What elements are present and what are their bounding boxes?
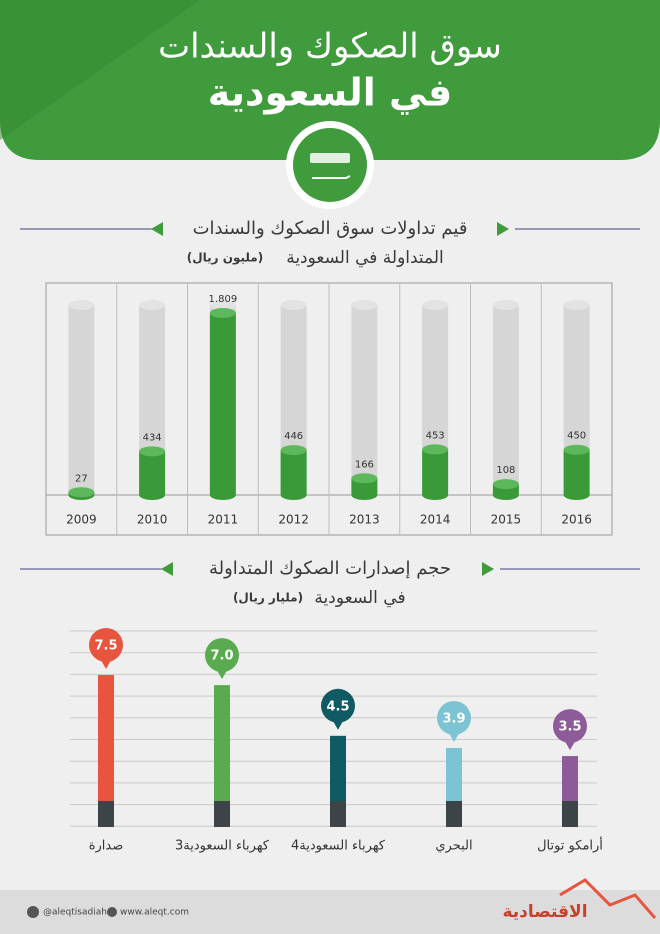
track-cap — [492, 300, 519, 310]
bar — [98, 675, 114, 827]
bar-foot — [330, 801, 346, 827]
bar-cap — [68, 487, 95, 498]
bar-bottom — [563, 490, 590, 500]
x-tick-label: البحري — [435, 839, 472, 854]
bar-cap — [492, 479, 519, 490]
callout — [89, 628, 123, 662]
heading-arrow — [161, 562, 173, 576]
logo-line — [559, 878, 657, 919]
bar — [563, 449, 590, 495]
chart-subtitle: المتداولة في السعودية — [286, 248, 444, 268]
track — [492, 305, 519, 495]
footer-twitter: @aleqtisadiah — [43, 908, 107, 918]
header-title: سوق الصكوك والسندات — [158, 27, 502, 67]
x-tick-label: 2010 — [137, 513, 168, 527]
bar-cap — [563, 444, 590, 455]
bar-foot — [214, 801, 230, 827]
x-tick-label: أرامكو توتال — [537, 837, 603, 854]
bar-cap — [280, 445, 307, 456]
value-label: 1.809 — [209, 294, 238, 305]
value-label: 446 — [284, 431, 303, 442]
bar-cap — [351, 473, 378, 484]
chart-subtitle: في السعودية — [314, 588, 405, 608]
bar-bottom — [280, 490, 307, 500]
value-label: 108 — [496, 465, 515, 476]
footer-website: www.aleqt.com — [120, 908, 189, 918]
bar — [492, 484, 519, 495]
bar — [214, 685, 230, 827]
value-label: 166 — [355, 459, 374, 470]
bar — [139, 451, 166, 495]
track-cap — [68, 300, 95, 310]
track — [351, 305, 378, 495]
value-label: 3.5 — [558, 720, 581, 735]
callout — [437, 700, 471, 735]
track-cap — [563, 300, 590, 310]
flag-inscription — [310, 153, 350, 163]
web-icon — [107, 907, 117, 917]
x-tick-label: 2009 — [66, 513, 97, 527]
bar-cap — [139, 446, 166, 457]
bar-bottom — [139, 490, 166, 500]
bar-bottom — [492, 490, 519, 500]
bar-foot — [562, 801, 578, 827]
bar-foot — [446, 801, 462, 827]
callout — [321, 688, 355, 723]
value-label: 4.5 — [326, 699, 349, 714]
track-cap — [351, 300, 378, 310]
track-cap — [422, 300, 449, 310]
heading-arrow — [482, 562, 494, 576]
value-label: 434 — [143, 432, 162, 443]
callout — [205, 638, 239, 673]
x-tick-label: كهرباء السعودية4 — [291, 839, 386, 854]
value-label: 3.9 — [442, 711, 465, 726]
twitter-icon — [27, 906, 39, 918]
x-tick-label: 2011 — [208, 513, 239, 527]
callout — [553, 709, 587, 744]
bar-bottom — [351, 490, 378, 500]
bar-cap — [422, 444, 449, 455]
x-tick-label: 2016 — [561, 513, 592, 527]
value-label: 450 — [567, 431, 586, 442]
heading-arrow — [151, 222, 163, 236]
x-tick-label: كهرباء السعودية3 — [175, 839, 270, 854]
value-label: 7.0 — [210, 649, 233, 664]
heading-arrow — [497, 222, 509, 236]
header-title: في السعودية — [208, 71, 453, 115]
flag — [293, 128, 367, 202]
x-tick-label: صدارة — [89, 839, 124, 854]
bar-bottom — [422, 490, 449, 500]
value-label: 453 — [426, 430, 445, 441]
flag-sword — [312, 175, 351, 179]
header-band — [0, 0, 660, 160]
bar-foot — [98, 801, 114, 827]
chart-unit: (مليون ريال) — [187, 251, 263, 266]
chart-title: قيم تداولات سوق الصكوك والسندات — [193, 218, 468, 239]
x-tick-label: 2012 — [278, 513, 309, 527]
x-tick-label: 2014 — [420, 513, 451, 527]
track-cap — [139, 300, 166, 310]
bar-cap — [209, 308, 236, 318]
track-cap — [280, 300, 307, 310]
bar-bottom — [209, 490, 236, 500]
x-tick-label: 2015 — [491, 513, 522, 527]
track — [68, 305, 95, 495]
chart-unit: (مليار ريال) — [233, 591, 303, 605]
value-label: 7.5 — [94, 639, 117, 654]
header-shade — [0, 0, 200, 140]
track-cap — [209, 300, 236, 310]
footer-logo: الاقتصادية — [502, 902, 587, 922]
value-label: 27 — [75, 473, 88, 484]
chart-title: حجم إصدارات الصكوك المتداولة — [209, 558, 451, 579]
bar — [280, 450, 307, 495]
bar — [209, 313, 236, 495]
bar — [422, 449, 449, 495]
x-tick-label: 2013 — [349, 513, 380, 527]
